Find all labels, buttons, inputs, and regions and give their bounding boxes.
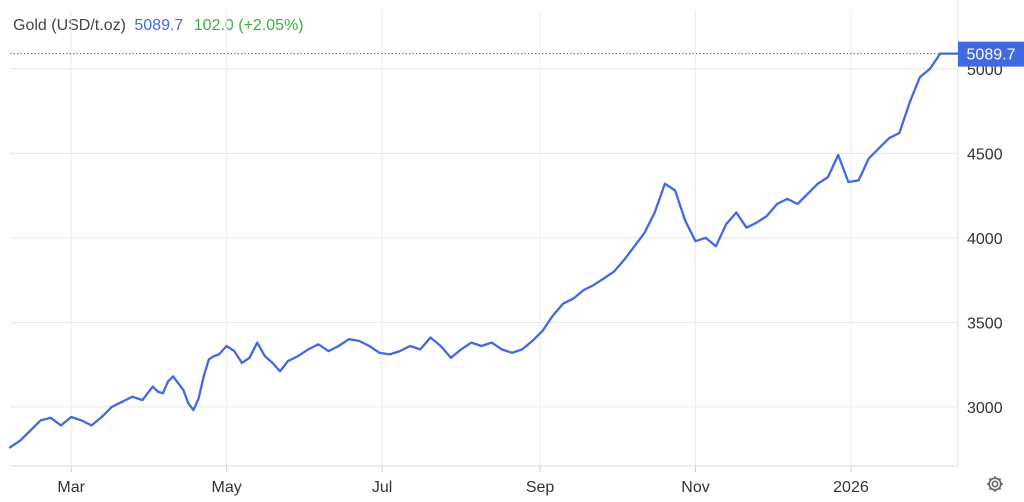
instrument-name: Gold (USD/t.oz) (13, 17, 126, 34)
last-price-label: 5089.7 (967, 47, 1016, 64)
x-tick-label: May (211, 479, 241, 496)
gold-price-line (8, 52, 960, 449)
chart-axes (10, 0, 959, 472)
gear-icon[interactable] (985, 474, 1005, 494)
x-axis-labels: Mar May Jul Sep Nov 2026 (57, 479, 868, 496)
x-tick-label: Jul (372, 479, 392, 496)
chart-header: Gold (USD/t.oz) 5089.7 102.0 (+2.05%) (13, 17, 304, 35)
y-tick-label: 4000 (967, 231, 1003, 248)
price-change: 102.0 (+2.05%) (193, 17, 304, 34)
y-tick-label: 3500 (967, 315, 1003, 332)
chart-grid (10, 10, 958, 466)
x-tick-label: Nov (681, 479, 709, 496)
last-price-marker: 5089.7 (10, 41, 1024, 67)
x-tick-label: 2026 (833, 479, 869, 496)
x-tick-label: Mar (57, 479, 85, 496)
y-tick-label: 4500 (967, 146, 1003, 163)
x-tick-label: Sep (526, 479, 555, 496)
y-tick-label: 3000 (967, 400, 1003, 417)
last-price-label-bg (958, 41, 1024, 67)
current-price: 5089.7 (134, 17, 184, 34)
chart-series (8, 52, 960, 449)
